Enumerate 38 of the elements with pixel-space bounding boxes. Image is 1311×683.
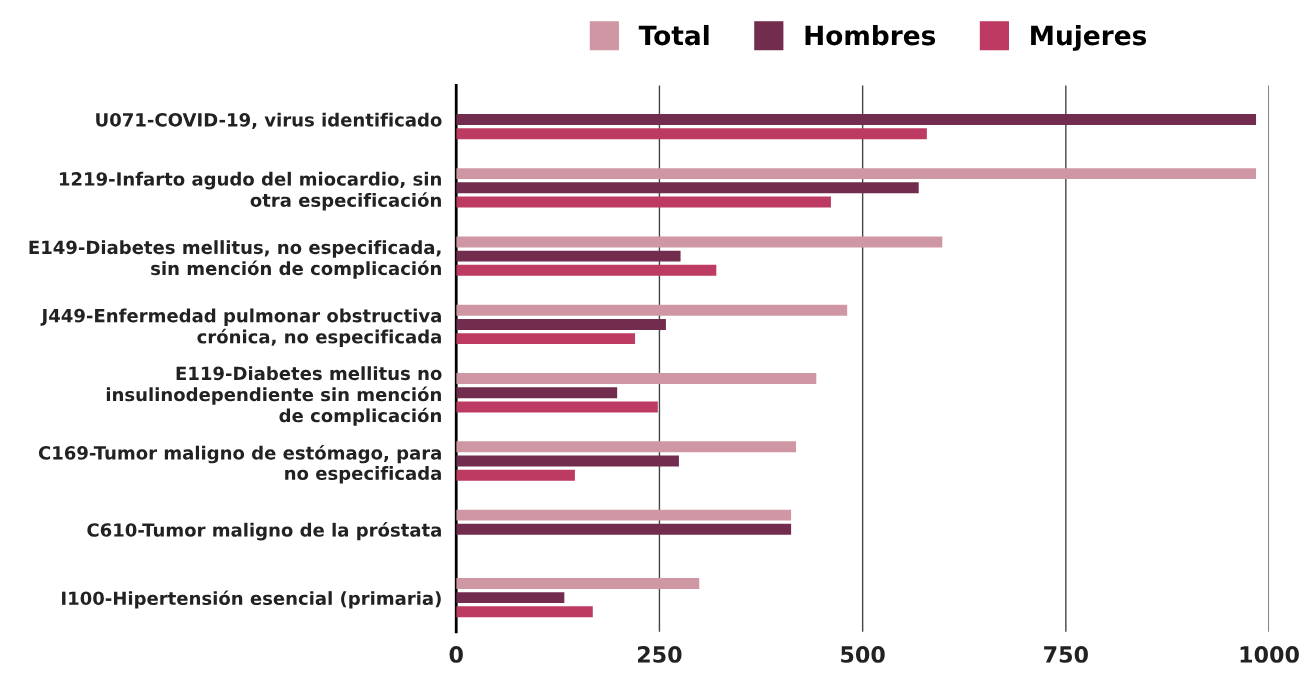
y-tick-label: U071-COVID-19, virus identificado [96, 112, 442, 129]
bar [456, 523, 792, 535]
y-tick-label: I100-Hipertensión esencial (primaria) [62, 590, 441, 609]
x-tick-label: 250 [638, 646, 682, 663]
bar [456, 304, 848, 316]
legend-label: Hombres [805, 24, 936, 46]
bar [456, 373, 817, 384]
x-tick-label: 1000 [1240, 646, 1299, 663]
bar [456, 114, 1257, 125]
bar [456, 318, 666, 330]
legend-label: Mujeres [1031, 24, 1147, 51]
bar [456, 182, 919, 194]
x-tick-label: 500 [841, 646, 885, 663]
bar [456, 333, 636, 345]
bar [456, 469, 575, 481]
y-tick-label: E149-Diabetes mellitus, no especificada, sin mención de complicación [29, 240, 441, 279]
bar [456, 250, 681, 262]
bar [456, 455, 679, 467]
legend-label: Total [638, 24, 709, 46]
bar [456, 196, 831, 208]
x-tick-label: 0 [449, 646, 463, 663]
bar [456, 264, 717, 276]
y-tick-label: 1219-Infarto agudo del miocardio, sin otra especificación [59, 171, 441, 211]
bar [456, 236, 943, 248]
bar [456, 168, 1257, 180]
y-tick-label: E119-Diabetes mellitus no insulinodependiente sin mención de complicación [106, 366, 442, 426]
bar [456, 577, 700, 589]
bar [456, 441, 796, 453]
bar [456, 401, 658, 413]
y-tick-label: C610-Tumor maligno de la próstata [87, 522, 441, 541]
y-tick-label: J449-Enfermedad pulmonar obstructiva crónica, no especificada [40, 308, 441, 348]
bar [456, 509, 792, 521]
y-tick-label: C169-Tumor maligno de estómago, para no especificada [38, 445, 441, 484]
bar [456, 128, 927, 140]
bar [456, 387, 618, 399]
bar [456, 606, 593, 618]
x-tick-label: 750 [1044, 646, 1088, 663]
bar [456, 592, 565, 604]
